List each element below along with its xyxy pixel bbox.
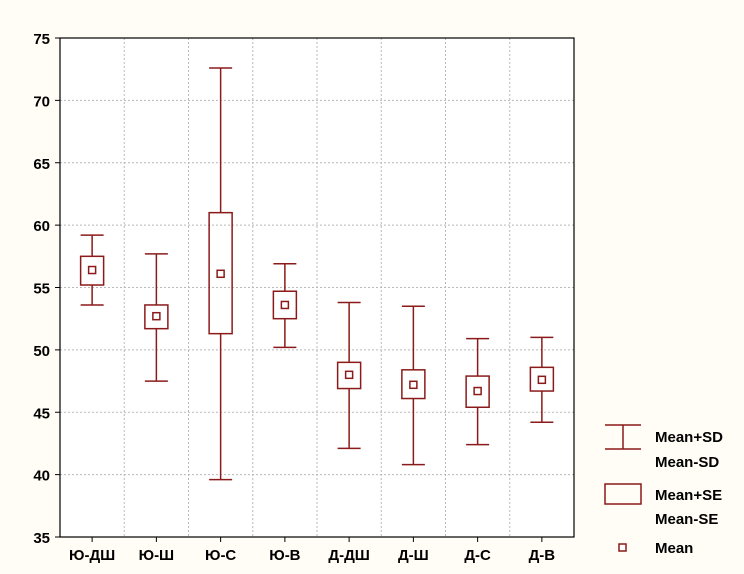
y-tick-label: 75 xyxy=(33,31,50,48)
y-tick-label: 70 xyxy=(33,93,50,110)
mean-marker xyxy=(87,265,97,275)
se-box xyxy=(144,304,169,330)
x-tick-label: Д-С xyxy=(464,547,491,564)
se-box xyxy=(529,366,555,392)
mean-marker xyxy=(216,269,225,279)
y-tick-label: 40 xyxy=(33,468,50,485)
x-tick-label: Д-В xyxy=(529,547,556,564)
mean-marker xyxy=(344,370,354,380)
y-tick-label: 35 xyxy=(33,530,50,547)
mean-marker xyxy=(152,311,161,321)
legend-mean-icon xyxy=(618,543,627,552)
y-tick-label: 50 xyxy=(33,343,50,360)
y-tick-label: 65 xyxy=(33,156,50,173)
legend-box-icon xyxy=(604,483,642,505)
se-box xyxy=(208,211,233,335)
x-tick-label: Ю-ДШ xyxy=(69,547,115,564)
mean-marker xyxy=(537,375,547,385)
x-tick-label: Д-Ш xyxy=(398,547,429,564)
legend-label: Mean-SE xyxy=(655,511,718,528)
se-box xyxy=(79,255,105,286)
x-tick-label: Ю-Ш xyxy=(139,547,175,564)
mean-marker xyxy=(473,386,482,396)
y-tick-label: 45 xyxy=(33,405,50,422)
legend-label: Mean+SE xyxy=(655,487,722,504)
y-tick-label: 60 xyxy=(33,218,50,235)
x-tick-label: Ю-В xyxy=(269,547,300,564)
se-box xyxy=(465,375,490,409)
x-tick-label: Д-ДШ xyxy=(328,547,369,564)
y-tick-label: 55 xyxy=(33,281,50,298)
mean-marker xyxy=(280,300,290,310)
legend-label: Mean xyxy=(655,540,693,557)
se-box xyxy=(336,361,362,390)
legend-label: Mean-SD xyxy=(655,454,719,471)
se-box xyxy=(272,290,298,320)
mean-marker xyxy=(409,380,418,390)
se-box xyxy=(401,369,426,400)
legend-label: Mean+SD xyxy=(655,429,723,446)
x-tick-label: Ю-С xyxy=(205,547,236,564)
